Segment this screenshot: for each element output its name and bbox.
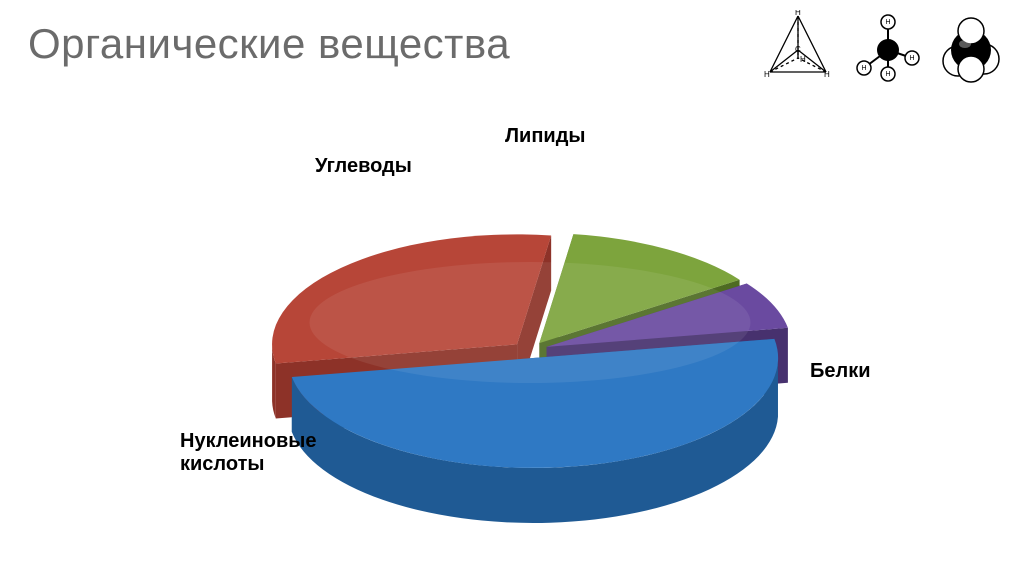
page-title: Органические вещества bbox=[28, 20, 510, 68]
svg-text:H: H bbox=[824, 70, 830, 79]
svg-text:H: H bbox=[909, 55, 914, 62]
label-carbohydrates: Углеводы bbox=[315, 155, 412, 178]
tetrahedron-icon: C H H H H bbox=[758, 10, 838, 90]
svg-text:C: C bbox=[795, 45, 801, 54]
molecule-icons: C H H H H H H H H bbox=[758, 10, 1004, 90]
ball-stick-icon: H H H H bbox=[852, 14, 924, 86]
svg-text:H: H bbox=[861, 65, 866, 72]
label-lipids: Липиды bbox=[505, 125, 585, 148]
label-proteins: Белки bbox=[810, 360, 871, 383]
svg-text:H: H bbox=[800, 55, 806, 64]
svg-text:H: H bbox=[764, 70, 770, 79]
svg-text:H: H bbox=[795, 10, 801, 17]
label-nucleic-acids: Нуклеиновые кислоты bbox=[180, 430, 316, 476]
svg-text:H: H bbox=[885, 19, 890, 26]
pie-chart: Белки Нуклеиновые кислоты Углеводы Липид… bbox=[150, 120, 870, 540]
svg-text:H: H bbox=[885, 71, 890, 78]
space-filling-icon bbox=[938, 17, 1004, 83]
